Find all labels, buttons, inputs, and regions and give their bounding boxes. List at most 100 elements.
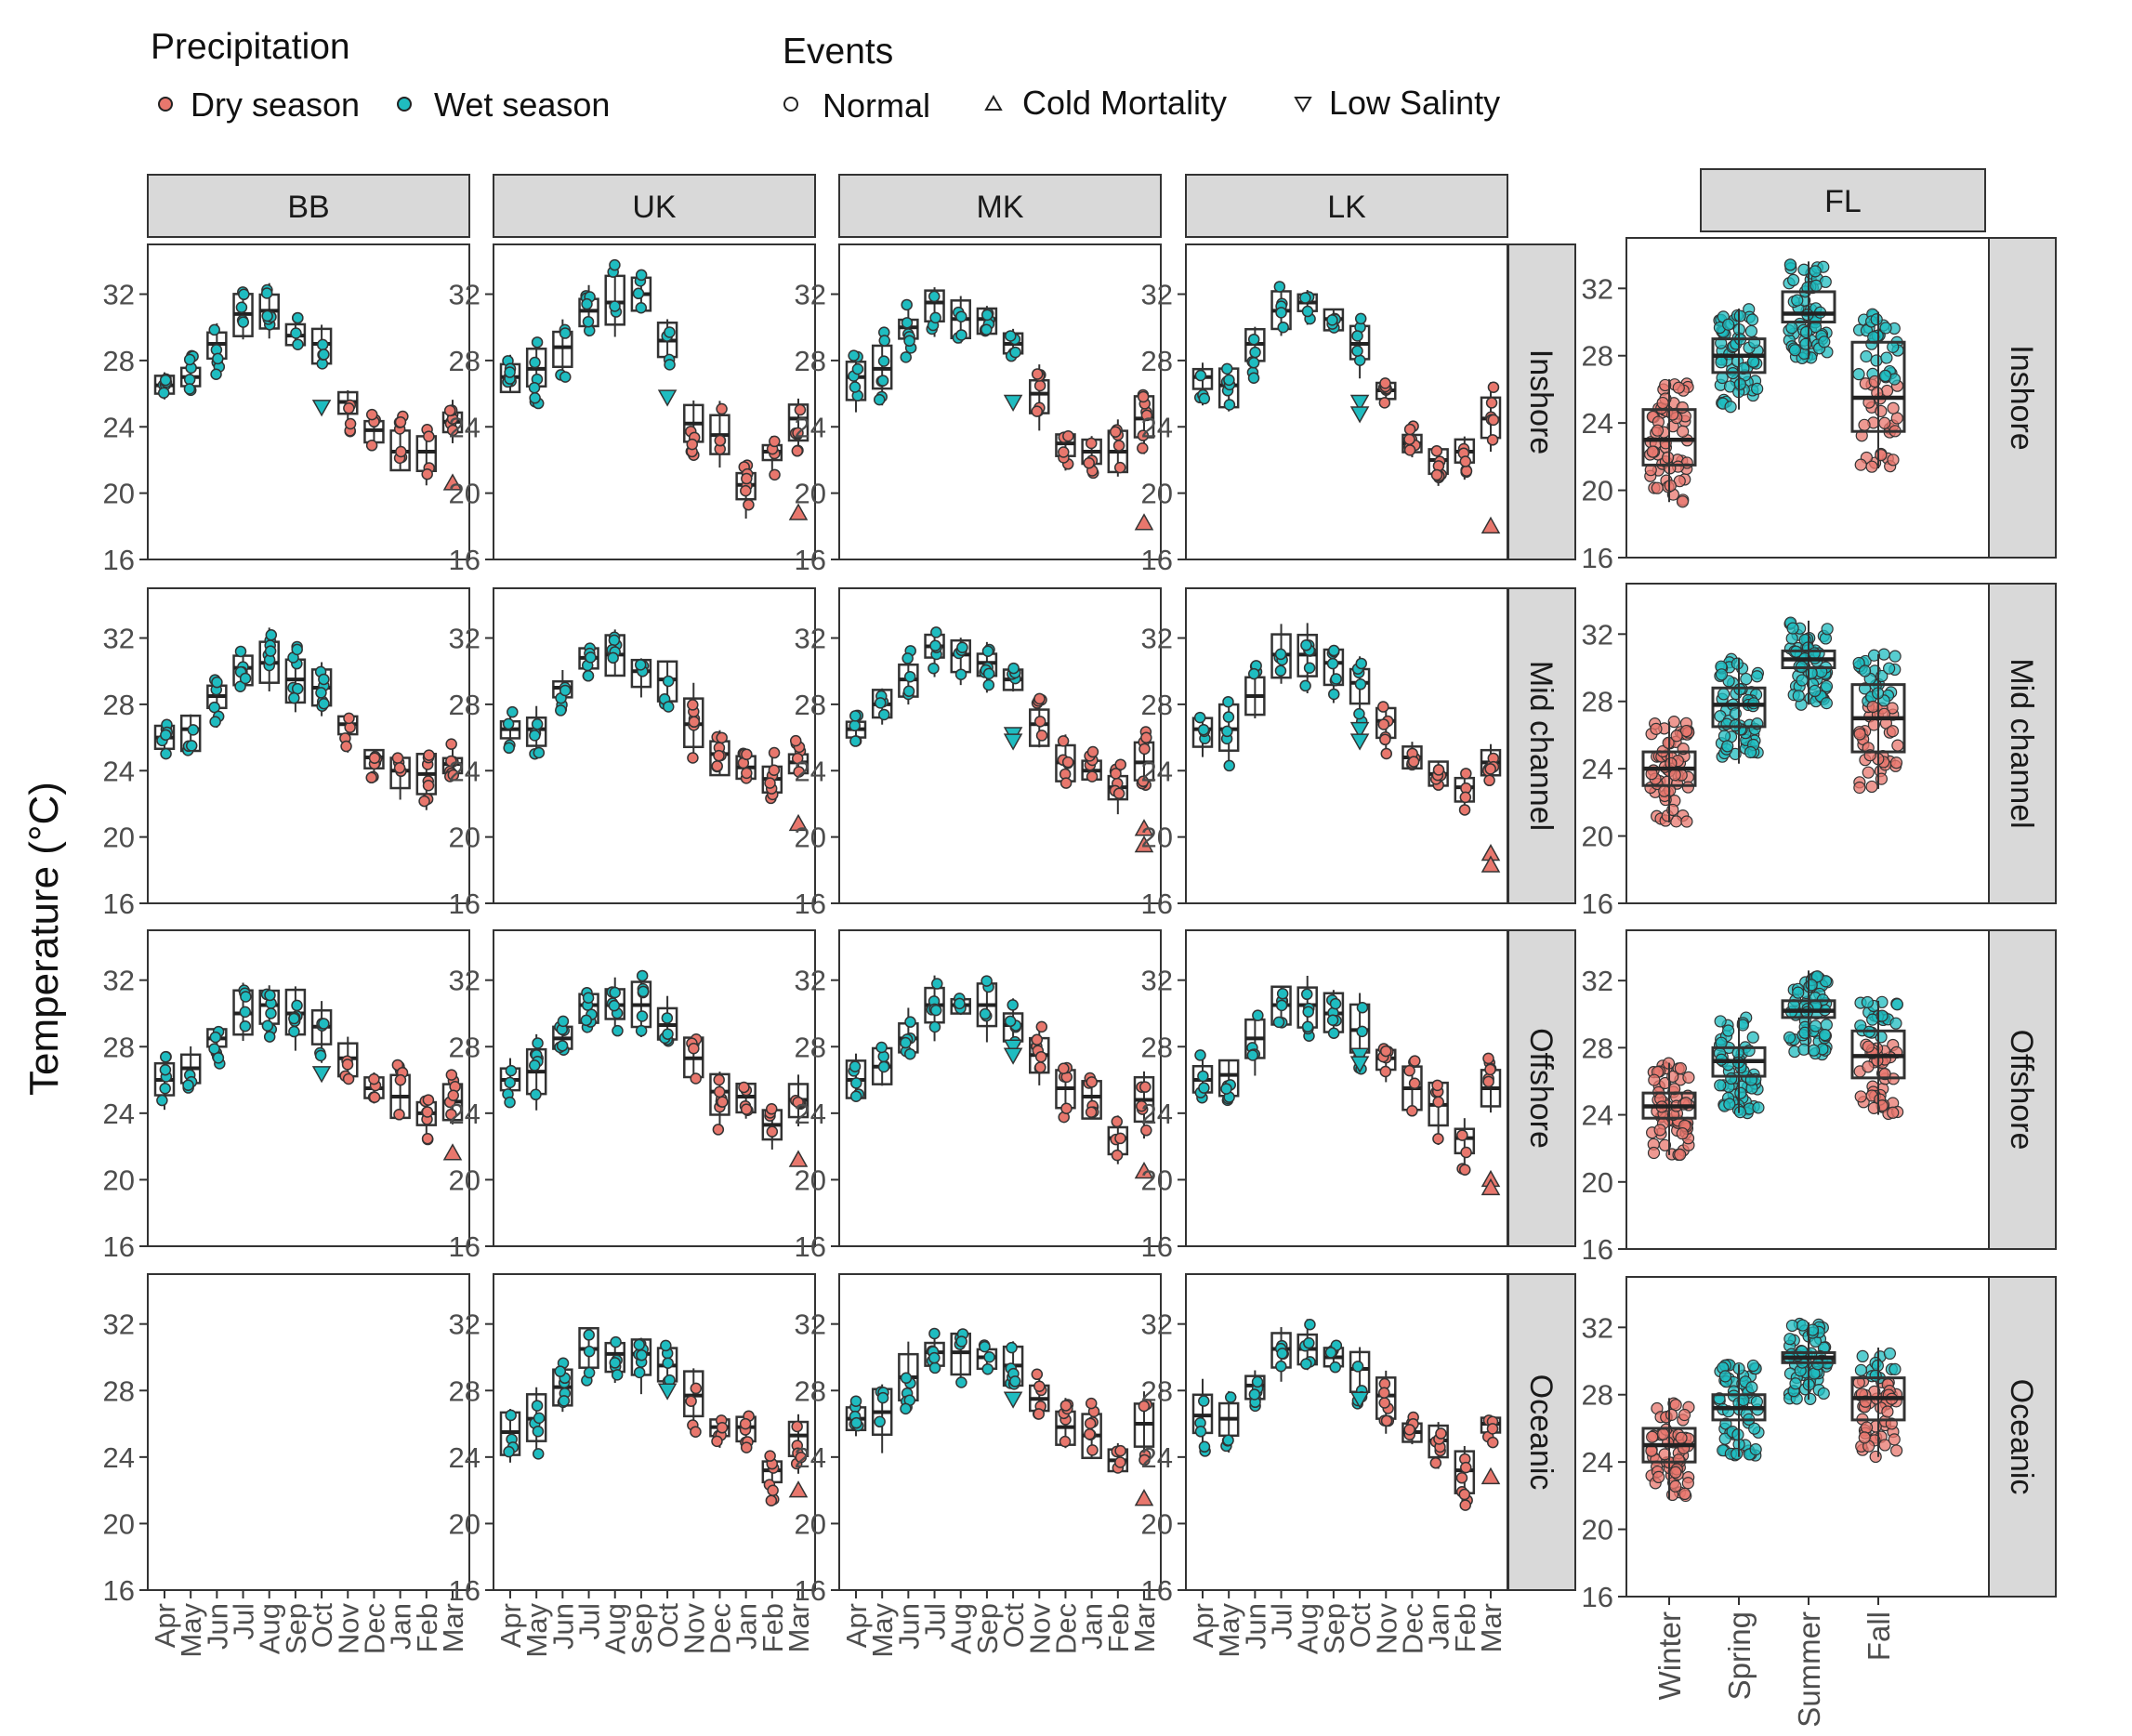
data-point (1140, 1082, 1151, 1092)
data-point (1488, 414, 1498, 425)
y-tick-label: 24 (103, 1098, 135, 1130)
data-point (1355, 355, 1365, 365)
data-point (1276, 649, 1286, 659)
data-point (1087, 747, 1098, 757)
data-point (663, 1358, 673, 1368)
data-point (879, 709, 889, 719)
data-point (1483, 1076, 1494, 1086)
data-point (212, 677, 222, 688)
data-point (530, 393, 540, 403)
data-point (1812, 1359, 1823, 1370)
data-point (1405, 425, 1415, 435)
data-point (446, 1070, 456, 1080)
data-point (581, 1015, 591, 1025)
y-tick-label: 28 (795, 345, 826, 377)
y-tick-label: 28 (449, 345, 480, 377)
data-point (1085, 1429, 1095, 1440)
data-point (1302, 989, 1312, 999)
data-point (1380, 378, 1390, 388)
data-point (1810, 685, 1821, 696)
data-point (1870, 1370, 1881, 1381)
data-point (1753, 1102, 1764, 1113)
data-point (582, 299, 592, 309)
data-point (1726, 1072, 1737, 1084)
data-point (879, 1061, 889, 1072)
data-point (446, 739, 456, 749)
legend-wet-label: Wet season (434, 85, 610, 124)
data-point (210, 1032, 220, 1043)
data-point (929, 1022, 940, 1032)
data-point (161, 1052, 171, 1062)
data-point (691, 1383, 701, 1393)
data-point (1716, 357, 1727, 368)
data-point (1378, 702, 1388, 712)
data-point (1862, 767, 1874, 778)
data-point (1223, 697, 1233, 707)
y-tick-label: 28 (1141, 1031, 1173, 1063)
y-tick-label: 28 (795, 1031, 826, 1063)
data-point (1751, 1396, 1762, 1407)
data-point (344, 1073, 354, 1084)
data-point (638, 970, 648, 980)
data-point (610, 1358, 620, 1368)
data-point (1434, 765, 1444, 775)
data-point (1352, 331, 1362, 341)
data-point (1305, 663, 1315, 673)
data-point (1888, 1107, 1899, 1118)
data-point (712, 1436, 722, 1446)
panel-mk-oceanic: 1620242832AprMayJunJulAugSepOctNovDecJan… (795, 1274, 1161, 1658)
data-point (1715, 1080, 1726, 1091)
data-point (1032, 1034, 1042, 1045)
row-strip-label: Mid channel (1523, 661, 1559, 831)
data-point (1276, 308, 1286, 318)
data-point (1329, 646, 1339, 656)
y-tick-label: 32 (1582, 272, 1613, 305)
data-point (1382, 1415, 1392, 1426)
data-point (932, 979, 942, 989)
data-point (1484, 775, 1494, 785)
data-point (1010, 1376, 1020, 1387)
row-strip-label: Oceanic (2004, 1379, 2039, 1495)
data-point (1195, 1050, 1205, 1060)
data-point (1855, 1364, 1866, 1375)
y-tick-label: 20 (1582, 1514, 1613, 1546)
panel-frame (839, 930, 1161, 1246)
data-point (770, 748, 780, 758)
panel-fl-offshore: 16 20 24 28 32 (1582, 930, 1989, 1266)
data-point (1034, 693, 1045, 704)
data-point (1810, 266, 1821, 277)
data-point (1752, 671, 1763, 682)
x-tick-label: Summer (1792, 1611, 1826, 1728)
data-point (1892, 740, 1903, 751)
data-point (851, 1396, 862, 1406)
data-point (637, 270, 647, 280)
data-point (956, 1377, 967, 1387)
data-point (1745, 325, 1757, 336)
data-point (1485, 764, 1495, 774)
data-point (1032, 1369, 1042, 1379)
data-point (902, 653, 913, 664)
y-tick-label: 24 (1582, 407, 1613, 440)
y-tick-label: 28 (1141, 1374, 1173, 1407)
data-point (905, 672, 915, 682)
data-point (1112, 1116, 1122, 1126)
data-point (504, 718, 514, 729)
data-point (982, 646, 993, 656)
y-tick-label: 32 (1141, 279, 1173, 311)
data-point (1059, 1437, 1070, 1447)
data-point (1677, 496, 1688, 507)
data-point (1715, 1016, 1726, 1027)
data-point (612, 1370, 623, 1380)
data-point (636, 660, 646, 670)
panel-bb-mid-channel: 1620242832 (103, 588, 469, 920)
data-point (1199, 725, 1209, 735)
data-point (1278, 322, 1288, 333)
data-point (878, 1393, 888, 1403)
data-point (423, 1134, 433, 1144)
data-point (1325, 1348, 1336, 1358)
data-point (1889, 651, 1901, 662)
data-point (185, 354, 195, 364)
panel-frame (1186, 588, 1507, 903)
data-point (319, 1019, 329, 1029)
y-tick-label: 24 (1141, 755, 1173, 787)
